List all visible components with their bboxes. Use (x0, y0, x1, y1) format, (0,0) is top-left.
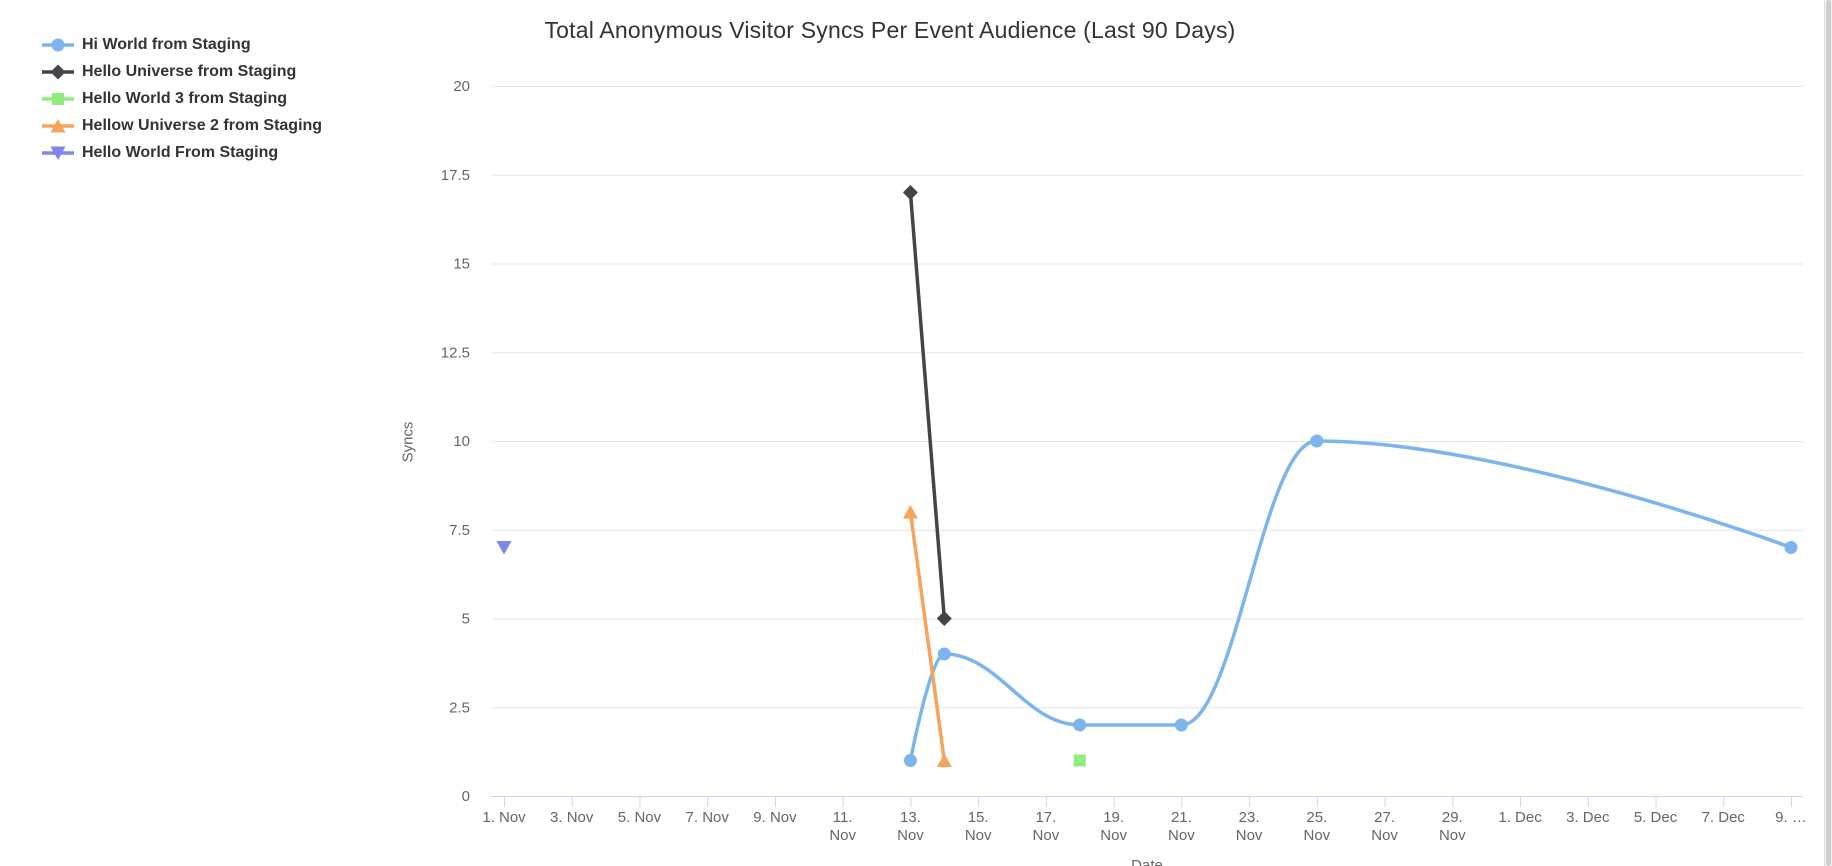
x-tick-label: 29. Nov (1439, 809, 1466, 844)
series-line-1[interactable] (908, 190, 947, 621)
y-tick-label: 15 (453, 256, 470, 273)
x-tick-label: 3. Nov (550, 809, 594, 826)
y-tick-label: 7.5 (449, 522, 470, 539)
x-tick-label: 3. Dec (1566, 809, 1610, 826)
data-point[interactable] (1310, 434, 1324, 448)
y-axis-title: Syncs (399, 421, 417, 463)
data-point[interactable] (936, 753, 952, 768)
circle-marker-icon (51, 38, 65, 51)
x-tick-label: 5. Dec (1634, 809, 1678, 826)
legend-item-2[interactable]: Hello World 3 from Staging (42, 85, 322, 112)
y-tick-label: 2.5 (449, 699, 470, 716)
legend-item-1[interactable]: Hello Universe from Staging (42, 58, 322, 85)
legend-item-label: Hello Universe from Staging (82, 62, 297, 80)
circle-legend-icon (42, 38, 74, 51)
y-tick-label: 20 (453, 78, 470, 95)
y-tick-label: 5 (462, 611, 470, 628)
legend: Hi World from Staging Hello Universe from… (42, 31, 322, 166)
legend-item-4[interactable]: Hello World From Staging (42, 139, 322, 166)
x-tick-label: 27. Nov (1371, 809, 1398, 844)
y-tick-label: 0 (462, 788, 470, 805)
y-tick-label: 10 (453, 433, 470, 450)
scrollbar[interactable] (1824, 0, 1832, 866)
data-point[interactable] (936, 611, 952, 626)
x-tick-label: 7. Nov (686, 809, 730, 826)
triangle-up-marker-icon (50, 118, 66, 132)
series-line-0[interactable] (908, 439, 1793, 763)
data-point[interactable] (902, 185, 918, 200)
x-tick-label: 23. Nov (1236, 809, 1263, 844)
x-tick-label: 1. Dec (1498, 809, 1542, 826)
x-tick-label: 17. Nov (1033, 809, 1060, 844)
data-point[interactable] (1784, 541, 1798, 554)
x-tick-label: 9. … (1775, 809, 1807, 826)
data-point[interactable] (937, 647, 951, 661)
triangle-up-legend-icon (42, 118, 74, 132)
x-tick-label: 9. Nov (753, 809, 797, 826)
x-tick-label: 15. Nov (965, 809, 992, 844)
legend-item-0[interactable]: Hi World from Staging (42, 31, 322, 58)
data-point[interactable] (496, 541, 512, 555)
square-legend-icon (42, 92, 74, 105)
legend-item-label: Hello World 3 from Staging (82, 89, 288, 107)
x-tick-label: 11. Nov (829, 809, 856, 844)
x-tick-label: 21. Nov (1168, 809, 1195, 844)
y-tick-label: 12.5 (441, 344, 470, 361)
diamond-marker-icon (50, 64, 66, 79)
x-tick-label: 1. Nov (482, 809, 526, 826)
data-point[interactable] (902, 505, 918, 519)
series-line-3[interactable] (908, 510, 947, 763)
data-point[interactable] (1073, 718, 1087, 732)
legend-item-3[interactable]: Hellow Universe 2 from Staging (42, 112, 322, 139)
legend-item-label: Hi World from Staging (82, 35, 251, 53)
x-tick-label: 5. Nov (618, 809, 662, 826)
x-axis-title: Date (1131, 857, 1163, 866)
diamond-legend-icon (42, 64, 74, 79)
data-point[interactable] (1174, 718, 1188, 732)
data-point[interactable] (903, 754, 917, 767)
x-tick-label: 25. Nov (1303, 809, 1330, 844)
scrollbar-thumb[interactable] (1826, 0, 1831, 866)
data-point[interactable] (1073, 754, 1086, 767)
legend-item-label: Hellow Universe 2 from Staging (82, 116, 323, 134)
legend-item-label: Hello World From Staging (82, 143, 279, 161)
triangle-down-marker-icon (50, 146, 66, 160)
chart-title: Total Anonymous Visitor Syncs Per Event … (544, 17, 1236, 43)
square-marker-icon (52, 92, 64, 105)
y-tick-label: 17.5 (441, 167, 470, 184)
x-tick-label: 19. Nov (1100, 809, 1127, 844)
x-tick-label: 7. Dec (1702, 809, 1746, 826)
triangle-down-legend-icon (42, 146, 74, 160)
x-tick-label: 13. Nov (897, 809, 924, 844)
